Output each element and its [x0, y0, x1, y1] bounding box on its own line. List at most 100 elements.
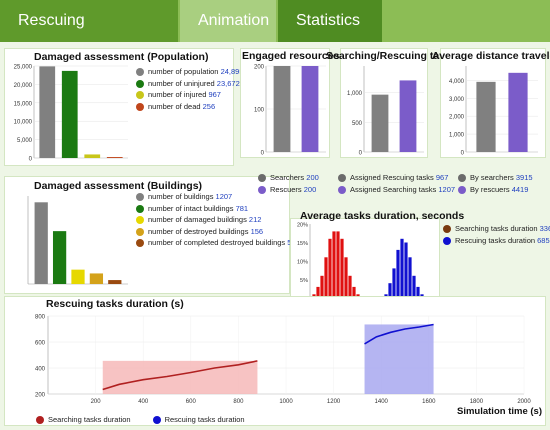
legend-dot-icon: [258, 174, 266, 182]
histogram-bar: [336, 231, 340, 298]
legend-label: number of uninjured: [148, 78, 217, 88]
population-legend-item: number of injured 967: [136, 89, 244, 101]
tasks-legend: Assigned Rescuing tasks 967 Assigned Sear…: [338, 172, 455, 195]
legend-dot-icon: [443, 236, 451, 245]
legend-value: 200: [306, 173, 319, 182]
legend-label: number of completed destroyed buildings: [148, 238, 288, 247]
buildings-legend-item: number of destroyed buildings 156: [136, 226, 296, 238]
y-tick-label: 20,000: [14, 83, 33, 89]
x-tick-label: 1800: [470, 399, 484, 405]
histogram-bar: [352, 286, 356, 298]
y-tick-label: 5%: [300, 278, 308, 284]
legend-value: 336.6: [539, 224, 550, 233]
population-legend: number of population 24,895 number of uni…: [136, 66, 244, 112]
histogram-bar: [388, 283, 392, 298]
duration-title: Average tasks duration, seconds: [300, 210, 465, 222]
timeline-legend-item: Rescuing tasks duration: [152, 414, 245, 426]
tab-rescuing[interactable]: Rescuing: [0, 0, 178, 42]
buildings-title: Damaged assessment (Buildings): [34, 180, 203, 192]
bar: [301, 66, 319, 152]
tab-statistics[interactable]: Statistics: [278, 0, 382, 42]
resources-chart: 0 100 200: [254, 65, 326, 157]
distance-chart: 0 1,000 2,000 3,000 4,000: [449, 66, 538, 157]
histogram-bar: [320, 275, 324, 298]
legend-dot-icon: [136, 68, 144, 76]
buildings-legend: number of buildings 1207 number of intact…: [136, 191, 296, 249]
legend-dot-icon: [136, 216, 144, 224]
timeline-legend-item: Searching tasks duration: [36, 414, 131, 426]
bar: [89, 273, 104, 284]
legend-label: number of intact buildings: [148, 203, 236, 213]
timeline-chart: 200 400 600 800 200 400 600 800 1000 1200 1400 1600…: [35, 315, 531, 406]
resources-legend-item: Rescuers 200: [258, 184, 319, 196]
tasks-legend-item: Assigned Rescuing tasks 967: [338, 172, 455, 184]
bar: [61, 70, 78, 158]
legend-value: 200: [303, 184, 317, 194]
histogram-bar: [316, 286, 320, 298]
distance-title: Average distance traveled, m: [432, 50, 550, 62]
distance-legend-item: By searchers 3915: [458, 172, 533, 184]
legend-dot-icon: [136, 79, 144, 88]
y-tick-label: 800: [35, 315, 46, 321]
series-line: [364, 323, 434, 345]
y-tick-label: 25,000: [14, 65, 33, 71]
legend-dot-icon: [443, 225, 451, 233]
y-tick-label: 600: [35, 341, 46, 347]
y-tick-label: 5,000: [17, 138, 33, 144]
timeline-title: Rescuing tasks duration (s): [46, 298, 184, 310]
legend-dot-icon: [136, 91, 144, 99]
legend-value: 781: [235, 203, 249, 213]
histogram-bar: [344, 257, 348, 298]
bar: [108, 280, 122, 284]
tasks-legend-item: Assigned Searching tasks 1207: [338, 184, 455, 196]
buildings-chart: [27, 196, 128, 285]
x-tick-label: 800: [233, 399, 244, 405]
legend-label: Assigned Searching tasks: [350, 184, 439, 194]
legend-label: number of buildings: [148, 192, 216, 201]
population-legend-item: number of population 24,895: [136, 66, 244, 78]
legend-value: 156: [250, 226, 264, 236]
y-tick-label: 0: [359, 151, 363, 157]
y-tick-label: 500: [352, 121, 363, 127]
legend-value: 967: [435, 173, 449, 182]
y-tick-label: 10,000: [14, 120, 33, 126]
x-tick-label: 400: [138, 399, 149, 405]
bar: [399, 80, 417, 152]
x-tick-label: 600: [186, 399, 197, 405]
legend-label: Searching tasks duration: [48, 415, 131, 424]
population-legend-item: number of dead 256: [136, 101, 244, 113]
resources-title: Engaged resources: [242, 50, 340, 62]
duration-legend-item: Searching tasks duration 336.6: [443, 223, 550, 235]
distance-legend: By searchers 3915 By rescuers 4419: [458, 172, 533, 195]
legend-label: number of damaged buildings: [148, 215, 249, 224]
histogram-bar: [332, 231, 336, 298]
tasks-title: Searching/Rescuing tasks: [326, 50, 457, 62]
y-tick-label: 4,000: [449, 79, 465, 85]
legend-dot-icon: [338, 174, 346, 182]
buildings-legend-item: number of damaged buildings 212: [136, 214, 296, 226]
histogram-bar: [324, 257, 328, 298]
legend-value: 1207: [215, 192, 233, 201]
y-tick-label: 1,000: [449, 133, 465, 139]
bar: [34, 202, 48, 284]
legend-dot-icon: [136, 204, 144, 213]
legend-value: 23,672: [216, 78, 240, 88]
y-tick-label: 400: [35, 367, 46, 373]
buildings-legend-item: number of buildings 1207: [136, 191, 296, 203]
histogram-bar: [416, 286, 420, 298]
histogram-bar: [340, 238, 344, 298]
bar: [371, 94, 389, 152]
legend-label: Searching tasks duration: [455, 224, 540, 233]
legend-dot-icon: [36, 416, 44, 424]
legend-dot-icon: [458, 185, 466, 194]
y-tick-label: 200: [35, 393, 46, 399]
y-tick-label: 2,000: [449, 115, 465, 121]
legend-value: 1207: [438, 184, 456, 194]
legend-dot-icon: [338, 185, 346, 194]
y-tick-label: 200: [254, 65, 265, 71]
y-tick-label: 10%: [297, 260, 308, 266]
x-tick-label: 200: [91, 399, 102, 405]
legend-label: Assigned Rescuing tasks: [350, 173, 436, 182]
population-legend-item: number of uninjured 23,672: [136, 78, 244, 90]
tab-animation[interactable]: Animation: [180, 0, 276, 42]
